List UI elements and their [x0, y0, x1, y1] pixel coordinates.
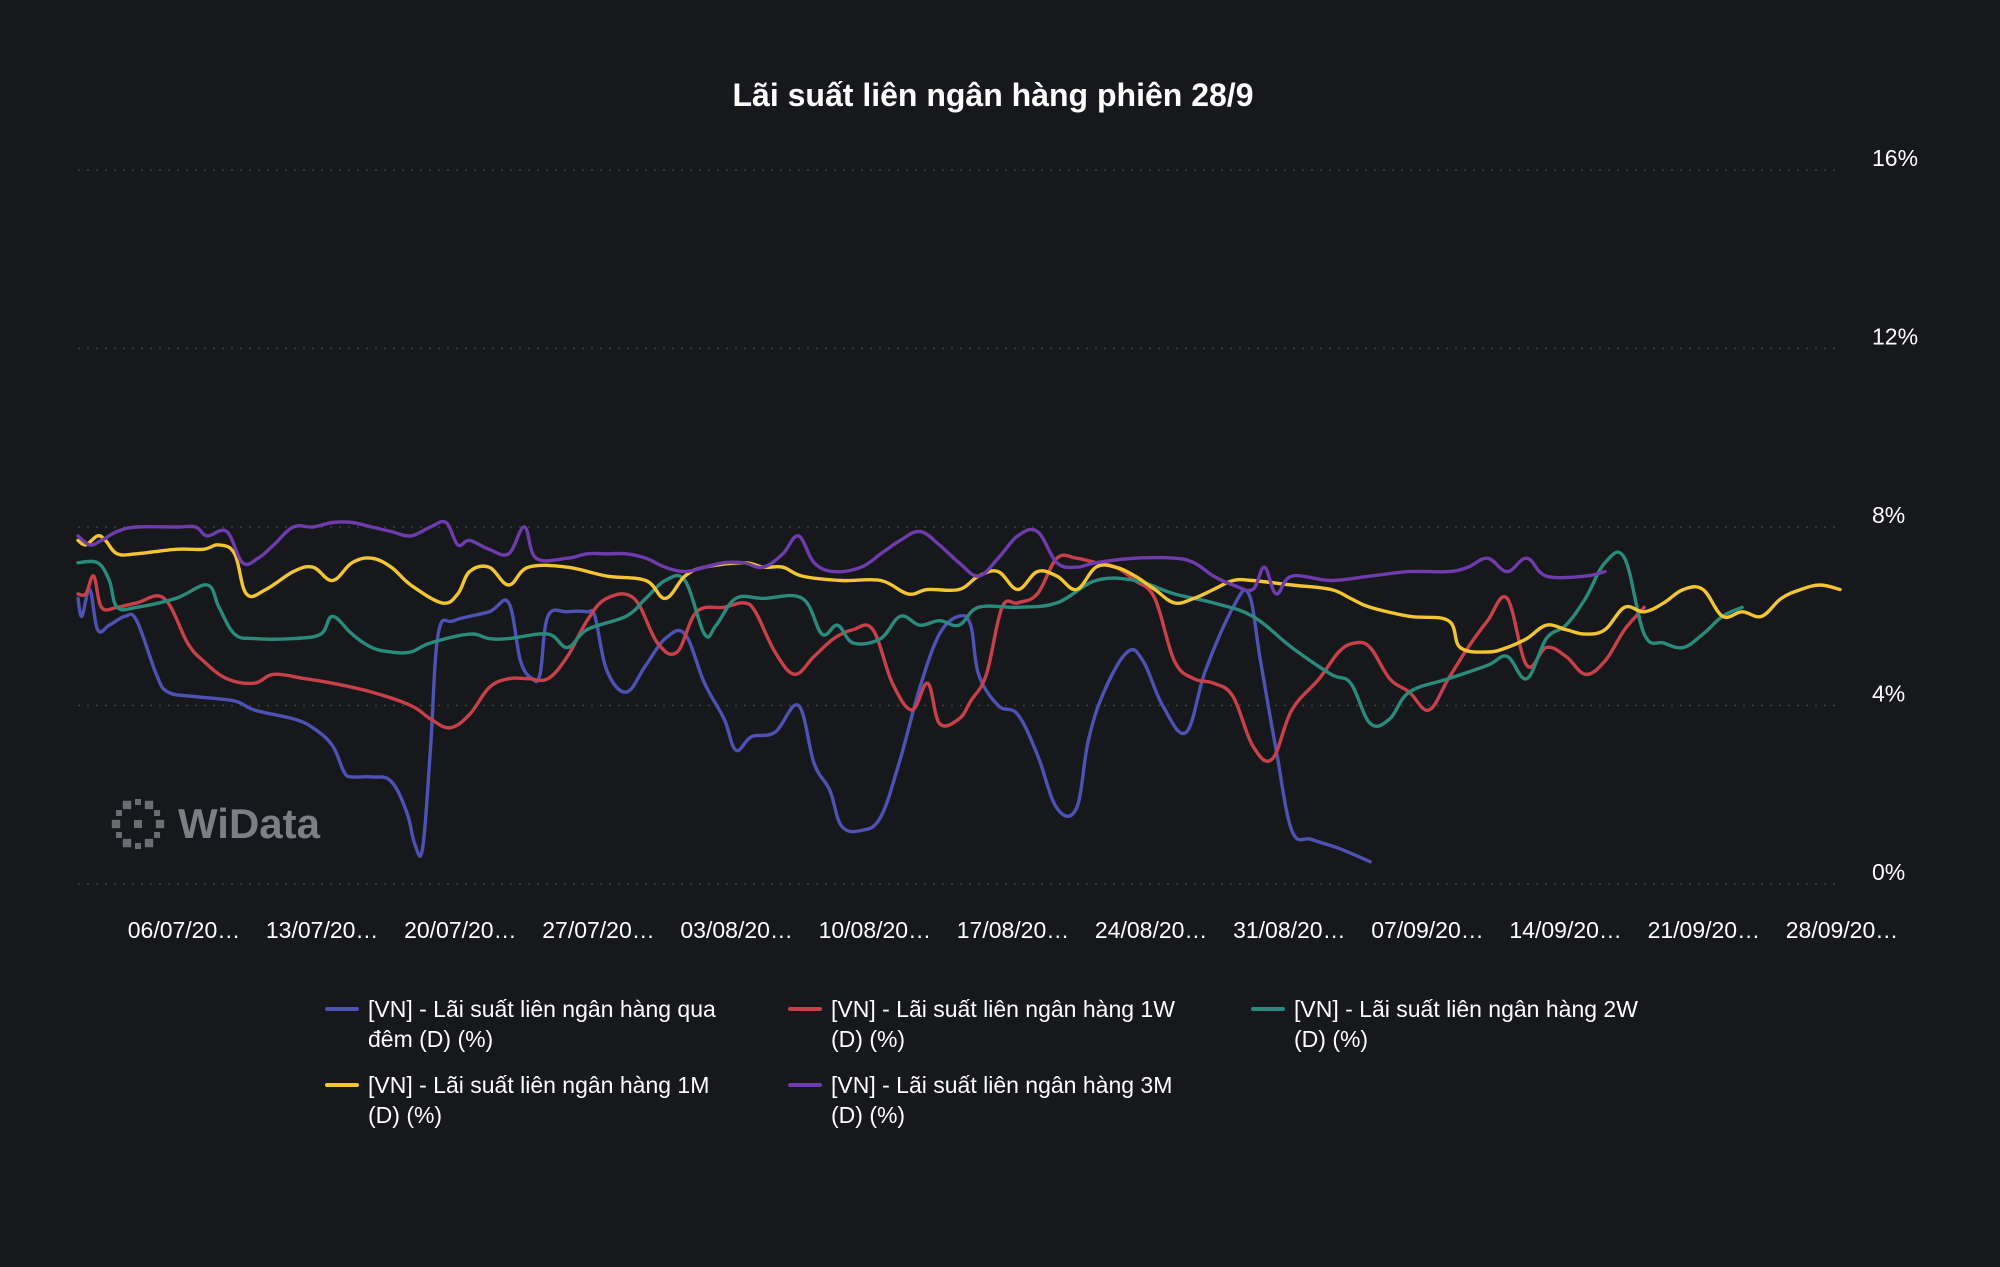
x-tick-label: 17/08/20…: [957, 917, 1070, 943]
x-tick-label: 03/08/20…: [680, 917, 793, 943]
legend: [VN] - Lãi suất liên ngân hàng qua đêm (D…: [325, 996, 1638, 1128]
widata-logo-icon: [111, 799, 165, 849]
y-tick-label: 12%: [1872, 324, 1918, 350]
legend-item[interactable]: [VN] - Lãi suất liên ngân hàng 3M (D) (%): [788, 1072, 1172, 1128]
x-tick-label: 27/07/20…: [542, 917, 655, 943]
x-tick-label: 13/07/20…: [266, 917, 379, 943]
series-line-4: [76, 534, 1842, 654]
legend-label: [VN] - Lãi suất liên ngân hàng qua đêm (D…: [368, 996, 716, 1052]
series-lines: [76, 519, 1842, 864]
gridlines: [78, 169, 1840, 885]
x-tick-label: 24/08/20…: [1095, 917, 1208, 943]
y-axis-ticks: 0% 4% 8% 12% 16%: [1872, 145, 1918, 885]
legend-label: [VN] - Lãi suất liên ngân hàng 1W (D) (%): [831, 996, 1175, 1052]
y-tick-label: 8%: [1872, 502, 1905, 528]
watermark: WiData: [111, 799, 321, 849]
series-line-5: [76, 519, 1607, 596]
series-line-3: [76, 550, 1744, 728]
legend-item[interactable]: [VN] - Lãi suất liên ngân hàng qua đêm (D…: [325, 996, 716, 1052]
y-tick-label: 0%: [1872, 859, 1905, 885]
y-tick-label: 4%: [1872, 681, 1905, 707]
legend-label: [VN] - Lãi suất liên ngân hàng 2W (D) (%): [1294, 996, 1638, 1052]
y-tick-label: 16%: [1872, 145, 1918, 171]
legend-label: [VN] - Lãi suất liên ngân hàng 1M (D) (%): [368, 1072, 709, 1128]
x-tick-label: 21/09/20…: [1648, 917, 1761, 943]
legend-item[interactable]: [VN] - Lãi suất liên ngân hàng 1M (D) (%): [325, 1072, 709, 1128]
series-line-2: [76, 553, 1646, 763]
x-tick-label: 14/09/20…: [1509, 917, 1622, 943]
legend-item[interactable]: [VN] - Lãi suất liên ngân hàng 2W (D) (%): [1251, 996, 1638, 1052]
legend-label: [VN] - Lãi suất liên ngân hàng 3M (D) (%): [831, 1072, 1172, 1128]
x-tick-label: 10/08/20…: [819, 917, 932, 943]
legend-item[interactable]: [VN] - Lãi suất liên ngân hàng 1W (D) (%): [788, 996, 1175, 1052]
series-line-1: [76, 587, 1372, 864]
watermark-text: WiData: [178, 800, 321, 847]
x-axis-ticks: 06/07/20… 13/07/20… 20/07/20… 27/07/20… 03/0…: [128, 917, 1899, 943]
chart-title: Lãi suất liên ngân hàng phiên 28/9: [733, 77, 1254, 113]
x-tick-label: 06/07/20…: [128, 917, 241, 943]
x-tick-label: 20/07/20…: [404, 917, 517, 943]
x-tick-label: 28/09/20…: [1786, 917, 1899, 943]
x-tick-label: 07/09/20…: [1371, 917, 1484, 943]
x-tick-label: 31/08/20…: [1233, 917, 1346, 943]
